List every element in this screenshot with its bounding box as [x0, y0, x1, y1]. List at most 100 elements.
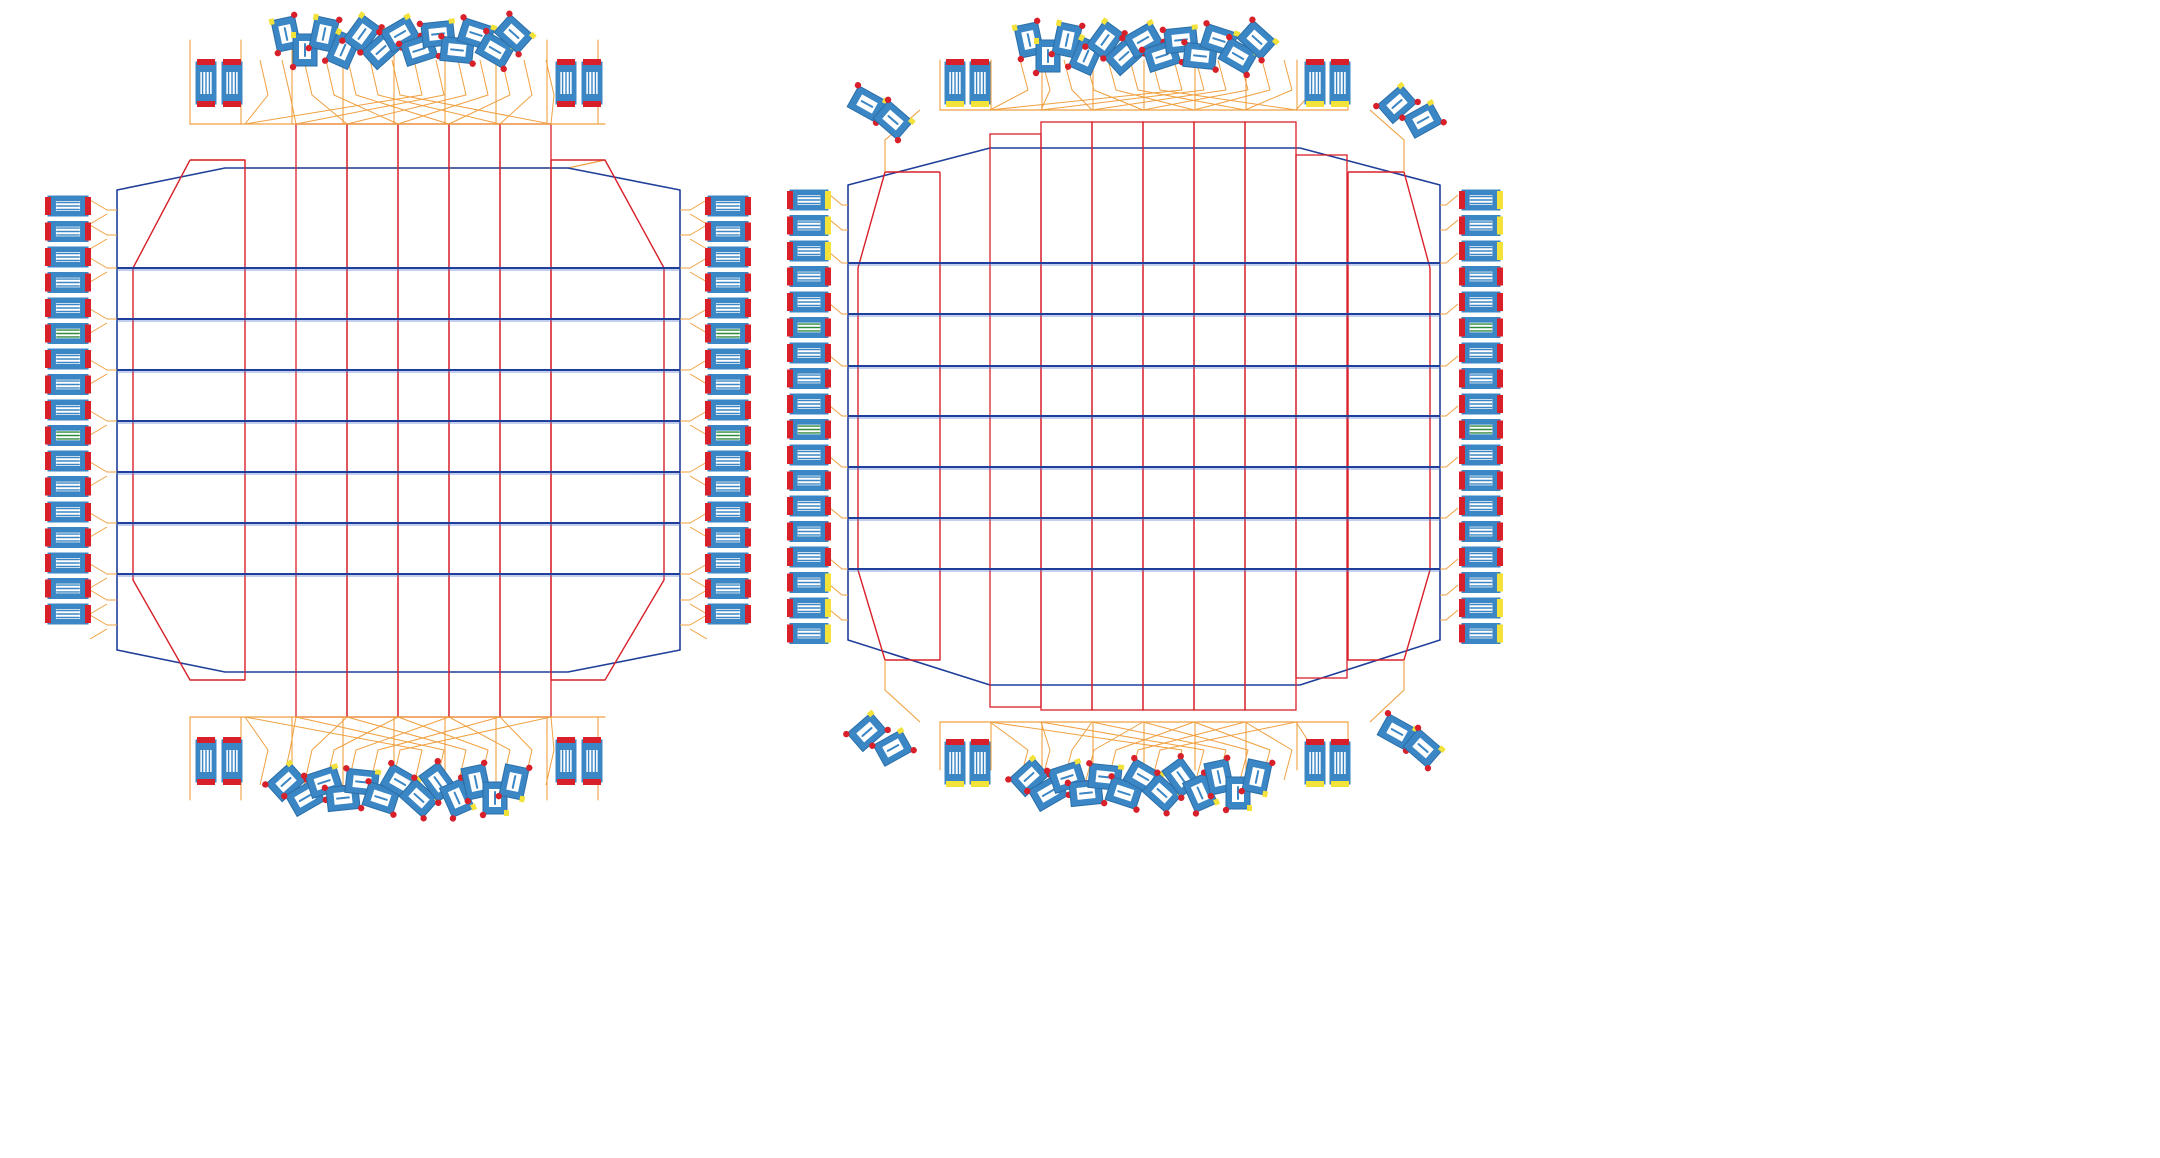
chip-pin: [1181, 39, 1188, 46]
pad-pin: [45, 197, 51, 215]
chip-trace: [1196, 786, 1204, 800]
chip-pin: [1043, 767, 1051, 775]
pad-pin: [825, 344, 831, 362]
orange-side-trace: [829, 456, 848, 468]
cluster-chip: [1399, 99, 1447, 139]
pad-component: [1459, 291, 1503, 313]
pad-pin: [45, 222, 51, 241]
pad-pin: [745, 579, 751, 598]
pad-pin: [1459, 267, 1465, 286]
chip-pin: [1437, 745, 1446, 754]
pad-pin: [223, 101, 241, 107]
pad-component: [555, 737, 577, 785]
cluster-chip: [1376, 710, 1420, 754]
orange-fan-trace: [303, 716, 348, 786]
orange-side-trace: [689, 373, 708, 385]
pad-component: [1459, 470, 1503, 491]
pad-pin: [1459, 522, 1465, 541]
pad-pin: [787, 216, 793, 235]
orange-side-trace: [689, 628, 708, 640]
pad-pin: [787, 573, 793, 592]
chip-pin: [365, 778, 372, 785]
pad-component: [45, 450, 91, 472]
orange-fan-trace: [244, 59, 269, 125]
chip-pin: [395, 40, 403, 48]
chip-pin: [1212, 66, 1219, 73]
pad-pin: [745, 350, 751, 368]
chip-pin: [519, 795, 526, 803]
cluster-chip: [1064, 777, 1108, 808]
chip-pin: [312, 13, 319, 21]
pad-pin: [1306, 101, 1324, 107]
pad-component: [787, 572, 831, 593]
pad-pin: [705, 273, 711, 292]
pad-pin: [825, 216, 831, 235]
pad-pin: [825, 497, 831, 515]
pad-component: [45, 272, 91, 293]
pad-pin: [825, 624, 831, 643]
chip-pin: [285, 759, 294, 768]
pad-component: [787, 368, 831, 389]
pad-component: [787, 444, 831, 466]
pad-component: [1459, 189, 1503, 211]
pad-pin: [787, 497, 793, 515]
orange-side-trace: [89, 628, 108, 640]
chip-pin: [506, 10, 513, 17]
chip-pin: [378, 24, 385, 31]
chip-pin: [376, 28, 383, 36]
chip-pin: [481, 759, 488, 767]
pad-component: [1459, 495, 1503, 517]
chip-trace: [357, 28, 367, 40]
pad-pin: [705, 222, 711, 241]
orange-side-trace: [89, 461, 117, 473]
cluster-chip: [1236, 16, 1280, 64]
orange-side-trace: [689, 475, 708, 487]
orange-side-trace: [1440, 507, 1459, 519]
pad-pin: [787, 395, 793, 413]
pad-component: [705, 527, 751, 548]
chip-pin: [1243, 71, 1250, 79]
chip-pin: [1233, 30, 1241, 38]
chip-pin: [1034, 38, 1039, 44]
pad-pin: [1497, 599, 1503, 617]
chip-pin: [1249, 16, 1256, 23]
chip-cluster: [843, 709, 917, 767]
chip-trace: [1254, 770, 1260, 784]
pad-component: [221, 737, 243, 785]
pad-pin: [705, 299, 711, 317]
chip-pin: [884, 726, 891, 734]
orange-side-trace: [89, 322, 108, 334]
pad-pin: [787, 318, 793, 337]
orange-side-trace: [89, 238, 108, 250]
chip-trace: [511, 775, 517, 789]
chip-pin: [1078, 33, 1086, 42]
cluster-chip: [493, 10, 537, 58]
orange-side-trace: [680, 563, 708, 575]
pad-pin: [45, 299, 51, 317]
chip-pin: [869, 742, 876, 749]
pad-pin: [1459, 446, 1465, 464]
pad-pin: [85, 248, 91, 266]
pad-pin: [825, 573, 831, 592]
orange-side-trace: [89, 257, 117, 269]
pad-component: [221, 59, 243, 107]
pad-component: [45, 552, 91, 574]
pad-component: [45, 246, 91, 268]
chip-pin: [434, 757, 441, 765]
pad-component: [969, 739, 991, 787]
cluster-chip: [1048, 19, 1086, 59]
chip-pin: [1424, 765, 1432, 772]
pad-component: [1304, 739, 1326, 787]
pad-component: [787, 521, 831, 542]
pad-component: [705, 501, 751, 523]
orange-side-trace: [680, 614, 708, 626]
pad-pin: [223, 737, 241, 743]
orange-side-trace: [1440, 405, 1459, 417]
pad-pin: [223, 779, 241, 785]
cluster-chip: [846, 82, 890, 126]
orange-fan-trace: [545, 59, 555, 125]
orange-corner-trace: [1369, 109, 1405, 172]
cluster-chip: [376, 12, 424, 54]
pad-pin: [787, 624, 793, 643]
pad-component: [45, 476, 91, 497]
